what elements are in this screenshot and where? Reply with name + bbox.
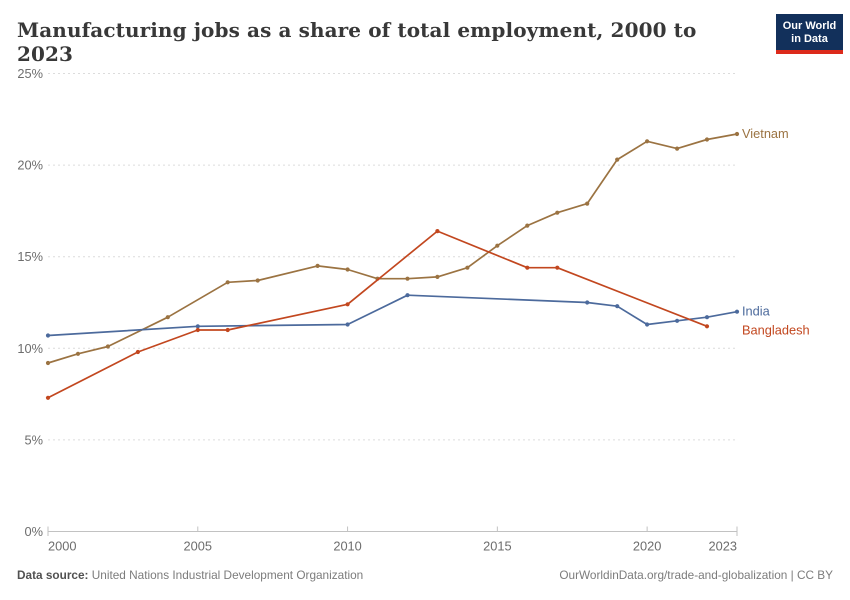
footer-link[interactable]: OurWorldinData.org/trade-and-globalizati…: [559, 568, 833, 582]
data-source-label: Data source:: [17, 568, 89, 582]
series-point-vietnam: [704, 137, 710, 142]
y-tick-label: 0%: [25, 524, 44, 539]
series-point-vietnam: [255, 278, 260, 283]
x-tick-label: 2020: [633, 539, 661, 554]
series-label-bangladesh[interactable]: Bangladesh: [742, 322, 810, 337]
series-point-vietnam: [105, 344, 110, 349]
series-point-india: [734, 309, 740, 314]
series-point-bangladesh: [435, 229, 440, 234]
series-point-india: [405, 293, 410, 298]
series-label-india[interactable]: India: [742, 304, 771, 319]
series-point-bangladesh: [525, 265, 530, 270]
page-title: Manufacturing jobs as a share of total e…: [17, 18, 697, 66]
series-point-vietnam: [405, 276, 410, 281]
series-line-india: [47, 294, 738, 337]
series-point-bangladesh: [555, 265, 560, 270]
series-point-vietnam: [165, 315, 170, 320]
series-point-vietnam: [75, 351, 81, 356]
series-point-bangladesh: [704, 324, 710, 329]
x-tick-label: 2015: [483, 539, 511, 554]
series-point-vietnam: [585, 201, 590, 206]
series-line-bangladesh: [47, 230, 708, 399]
series-point-vietnam: [645, 139, 650, 144]
series-point-vietnam: [45, 360, 51, 366]
series-point-india: [615, 304, 620, 309]
series-point-india: [345, 322, 350, 327]
series-point-bangladesh: [135, 349, 140, 355]
data-source-text: United Nations Industrial Development Or…: [91, 568, 364, 582]
series-point-india: [675, 318, 680, 323]
series-point-vietnam: [734, 131, 740, 137]
y-tick-label: 5%: [25, 432, 44, 447]
data-source: Data source: United Nations Industrial D…: [17, 568, 363, 582]
chart-footer: Data source: United Nations Industrial D…: [17, 568, 833, 582]
series-point-vietnam: [315, 263, 320, 268]
series-point-india: [195, 324, 200, 329]
owid-logo-line2: in Data: [791, 32, 828, 45]
series-label-vietnam[interactable]: Vietnam: [742, 126, 789, 141]
series-point-vietnam: [435, 274, 440, 279]
owid-logo-line1: Our World: [782, 20, 837, 32]
series-point-bangladesh: [195, 327, 200, 333]
series-point-india: [704, 315, 710, 320]
series-point-bangladesh: [45, 395, 51, 400]
series-point-india: [585, 300, 590, 305]
x-tick-label: 2000: [48, 539, 76, 554]
y-tick-label: 25%: [17, 66, 43, 81]
series-point-vietnam: [525, 223, 530, 228]
series-point-vietnam: [345, 267, 350, 272]
series-point-vietnam: [615, 157, 620, 162]
x-tick-label: 2005: [184, 539, 212, 554]
series-point-bangladesh: [225, 327, 230, 333]
series-point-bangladesh: [345, 302, 350, 307]
series-point-india: [645, 322, 650, 327]
x-tick-label: 2023: [709, 539, 737, 554]
series-point-vietnam: [555, 210, 560, 215]
y-tick-label: 10%: [17, 341, 43, 356]
series-point-vietnam: [495, 243, 500, 248]
y-tick-label: 20%: [17, 158, 43, 173]
y-tick-label: 15%: [17, 249, 43, 264]
series-point-vietnam: [675, 146, 680, 151]
series-point-india: [45, 333, 51, 338]
x-tick-label: 2010: [333, 539, 361, 554]
owid-logo[interactable]: Our World in Data: [776, 14, 843, 54]
series-point-vietnam: [465, 265, 470, 270]
series-point-vietnam: [225, 280, 230, 285]
